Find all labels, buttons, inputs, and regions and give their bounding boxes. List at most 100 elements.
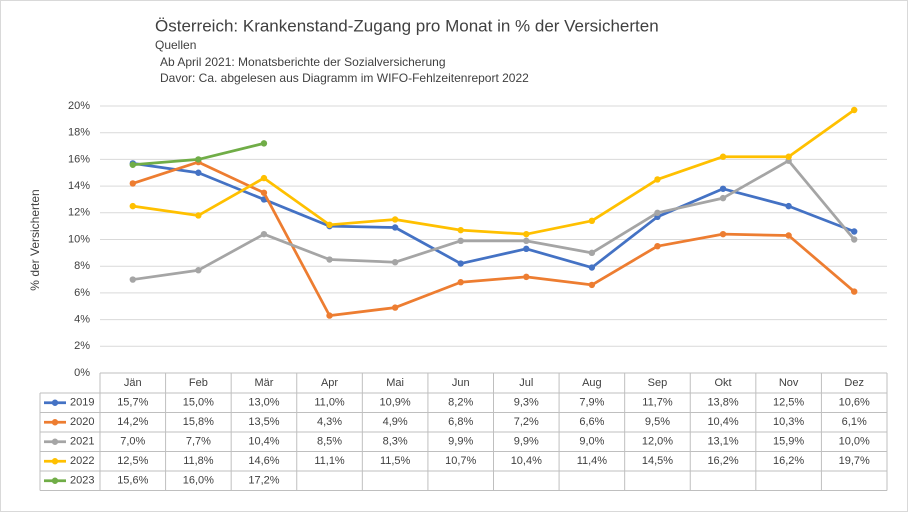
series-line	[132, 159, 856, 281]
data-point	[523, 245, 530, 253]
data-point	[851, 228, 858, 235]
data-point	[260, 140, 268, 147]
data-point	[523, 273, 530, 281]
table-cell: 12,5%	[117, 455, 148, 467]
data-point	[588, 264, 596, 271]
x-tick-label: Mär	[254, 377, 273, 389]
series-line	[132, 108, 856, 236]
table-cell: 7,7%	[186, 436, 211, 448]
table-cell: 16,2%	[707, 455, 738, 467]
table-cell: 11,0%	[314, 397, 345, 409]
table-cell: 10,4%	[511, 455, 542, 467]
table-cell: 7,0%	[120, 436, 145, 448]
data-point	[719, 185, 727, 192]
table-cell: 10,6%	[839, 397, 870, 409]
x-tick-label: Okt	[714, 377, 731, 389]
table-cell: 15,9%	[773, 436, 804, 448]
subtitle: Davor: Ca. abgelesen aus Diagramm im WIF…	[160, 71, 529, 85]
table-cell: 9,9%	[514, 436, 539, 448]
data-point	[654, 209, 661, 216]
table-cell: 9,0%	[579, 436, 604, 448]
table-cell: 6,8%	[448, 416, 473, 428]
data-point	[654, 176, 661, 183]
x-tick-label: Jun	[452, 377, 470, 389]
x-tick-label: Mai	[386, 377, 404, 389]
subtitle: Ab April 2021: Monatsberichte der Sozial…	[160, 55, 446, 69]
table-cell: 13,8%	[707, 397, 738, 409]
legend-marker	[51, 458, 59, 465]
y-tick-label: 2%	[74, 340, 90, 352]
data-point	[654, 242, 661, 250]
y-tick-label: 8%	[74, 260, 90, 272]
legend-marker	[51, 477, 59, 484]
x-tick-label: Apr	[321, 377, 338, 389]
table-cell: 9,3%	[514, 397, 539, 409]
y-tick-label: 10%	[68, 233, 90, 245]
table-cell: 4,3%	[317, 416, 342, 428]
table-cell: 9,9%	[448, 436, 473, 448]
data-point	[719, 230, 727, 238]
data-point	[195, 169, 202, 176]
legend-label: 2023	[70, 475, 94, 487]
y-tick-label: 16%	[68, 153, 90, 165]
table-cell: 12,5%	[773, 397, 804, 409]
data-point	[195, 212, 202, 219]
data-point	[195, 156, 202, 163]
data-point	[326, 312, 333, 319]
table-cell: 7,2%	[514, 416, 539, 428]
table-cell: 15,8%	[183, 416, 214, 428]
data-point	[391, 224, 399, 231]
table-cell: 8,5%	[317, 436, 342, 448]
table-cell: 19,7%	[839, 455, 870, 467]
data-point	[851, 106, 858, 114]
data-point	[129, 276, 136, 283]
table-cell: 9,5%	[645, 416, 670, 428]
table-cell: 14,2%	[117, 416, 148, 428]
table-cell: 7,9%	[579, 397, 604, 409]
data-point	[523, 230, 530, 238]
data-point	[785, 232, 792, 239]
data-point	[129, 180, 136, 187]
table-cell: 10,7%	[445, 455, 476, 467]
table-cell: 6,1%	[842, 416, 867, 428]
y-axis-label: % der Versicherten	[28, 189, 42, 290]
table-cell: 8,3%	[383, 436, 408, 448]
legend-label: 2021	[70, 436, 94, 448]
y-tick-label: 18%	[68, 127, 90, 139]
table-cell: 16,2%	[773, 455, 804, 467]
table-cell: 11,4%	[577, 455, 608, 467]
x-tick-label: Nov	[779, 377, 799, 389]
data-point	[457, 260, 464, 267]
table-cell: 10,4%	[248, 436, 279, 448]
x-tick-label: Dez	[844, 377, 864, 389]
data-point	[457, 237, 464, 245]
series-line	[132, 160, 856, 317]
y-tick-label: 6%	[74, 287, 90, 299]
data-point	[260, 230, 268, 238]
data-point	[260, 189, 268, 196]
data-point	[326, 221, 333, 229]
data-point	[260, 174, 268, 182]
legend-label: 2022	[70, 455, 94, 467]
table-cell: 13,1%	[707, 436, 738, 448]
x-tick-label: Aug	[582, 377, 602, 389]
data-point	[326, 256, 333, 263]
table-cell: 16,0%	[183, 475, 214, 487]
legend-marker	[51, 399, 59, 406]
data-point	[391, 258, 399, 266]
table-cell: 12,0%	[642, 436, 673, 448]
data-point	[457, 279, 464, 286]
data-point	[588, 281, 596, 289]
data-point	[588, 249, 596, 257]
data-point	[457, 226, 464, 234]
data-point	[785, 153, 792, 160]
x-tick-label: Feb	[189, 377, 208, 389]
data-point	[523, 237, 530, 245]
x-tick-label: Jul	[519, 377, 533, 389]
table-cell: 11,5%	[380, 455, 411, 467]
table-cell: 15,6%	[117, 475, 148, 487]
y-tick-label: 12%	[68, 207, 90, 219]
legend-marker	[51, 419, 59, 426]
data-point	[391, 304, 399, 311]
